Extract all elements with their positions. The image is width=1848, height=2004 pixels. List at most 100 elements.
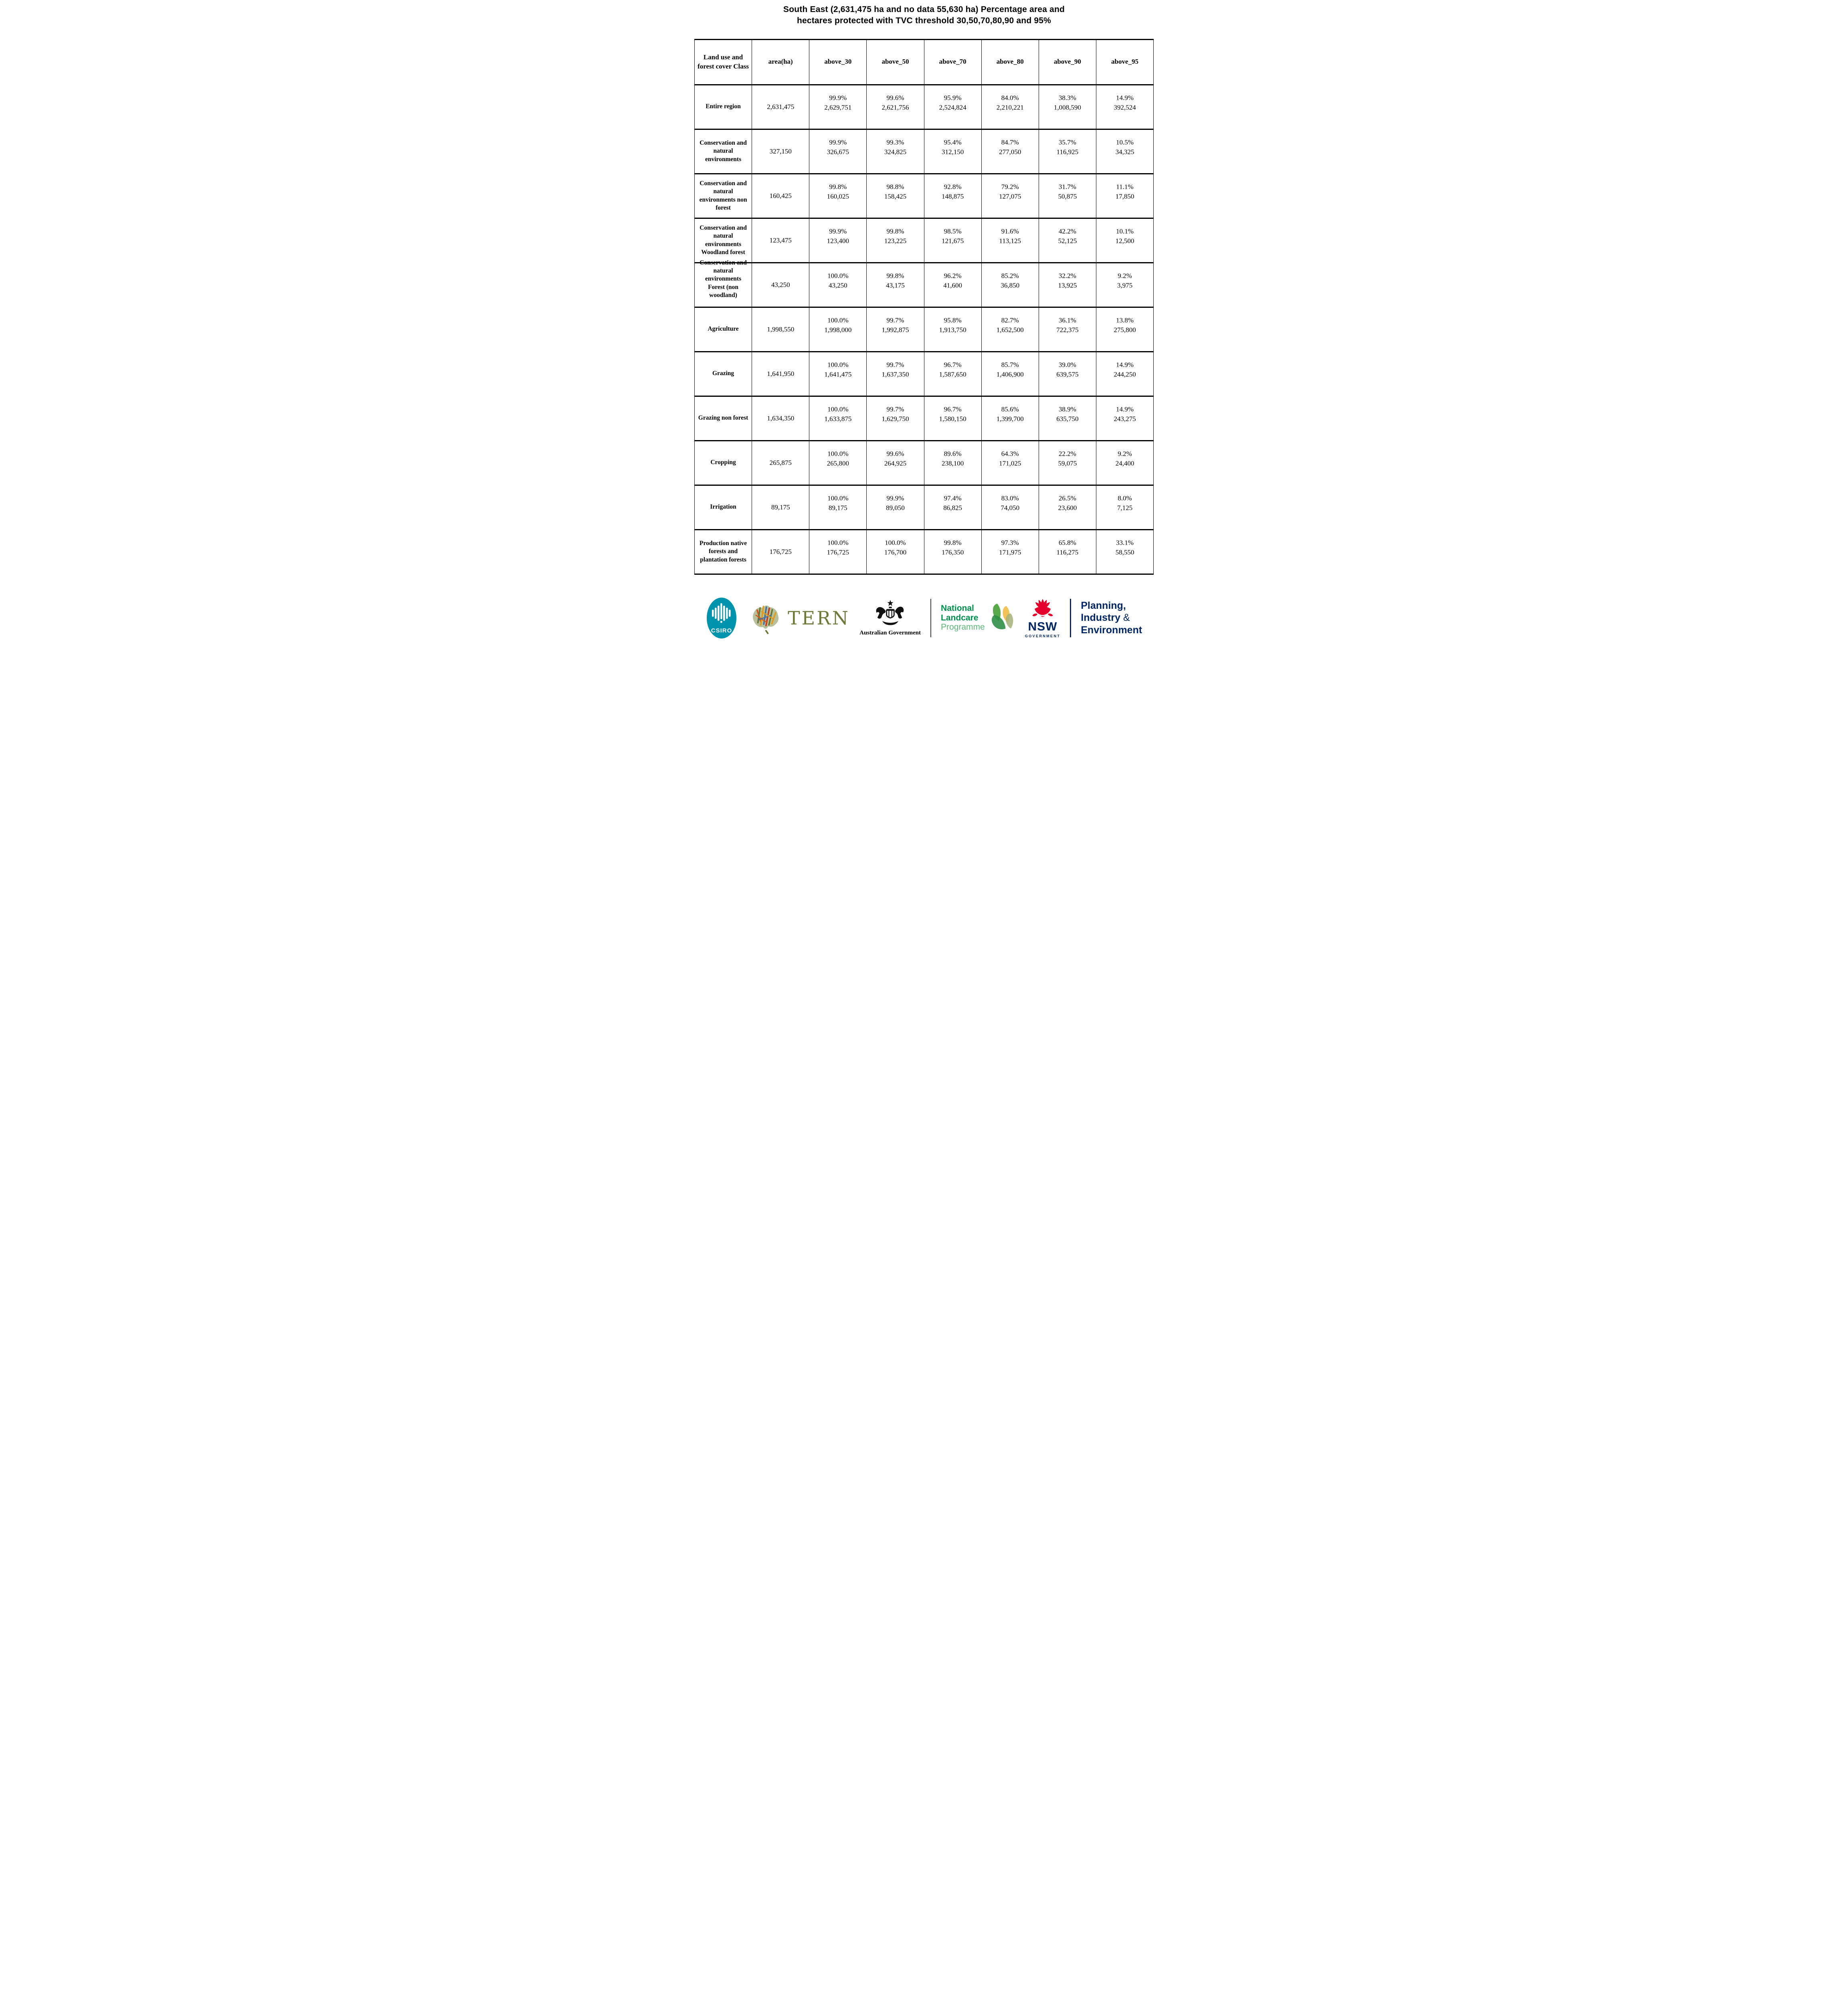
pct-ha-cell: 97.4% 86,825: [924, 484, 982, 530]
planning-line-3: Environment: [1081, 624, 1142, 636]
column-header: above_50: [866, 38, 924, 85]
pct-ha-cell: 96.2% 41,600: [924, 262, 982, 308]
pct-ha-cell: 99.7% 1,637,350: [866, 351, 924, 397]
area-cell: 2,631,475: [752, 84, 810, 130]
pct-ha-cell: 38.9% 635,750: [1038, 395, 1096, 441]
pct-ha-cell: 99.9% 89,050: [866, 484, 924, 530]
pct-ha-cell: 100.0% 176,725: [809, 529, 867, 575]
row-label-cell: Conservation and natural environments no…: [694, 173, 752, 219]
pct-ha-cell: 98.8% 158,425: [866, 173, 924, 219]
pct-ha-cell: 99.9% 2,629,751: [809, 84, 867, 130]
pct-ha-cell: 92.8% 148,875: [924, 173, 982, 219]
nsw-government-logo: NSW GOVERNMENT: [1025, 598, 1061, 638]
row-label-cell: Entire region: [694, 84, 752, 130]
column-header: above_95: [1096, 38, 1154, 85]
pct-ha-cell: 14.9% 243,275: [1096, 395, 1154, 441]
table-row: Conservation and natural environments no…: [694, 173, 1154, 219]
pct-ha-cell: 79.2% 127,075: [981, 173, 1039, 219]
row-label-cell: Grazing: [694, 351, 752, 397]
pct-ha-cell: 100.0% 1,633,875: [809, 395, 867, 441]
row-label-cell: Conservation and natural environments Fo…: [694, 259, 752, 308]
pct-ha-cell: 65.8% 116,275: [1038, 529, 1096, 575]
coat-of-arms-icon: [876, 600, 904, 625]
table-body: Entire region 2,631,475 99.9% 2,629,751 99.6…: [694, 84, 1154, 575]
area-cell: 43,250: [752, 262, 810, 308]
table-row: Production native forests and plantation…: [694, 529, 1154, 575]
australian-government-label: Australian Government: [859, 630, 921, 636]
pct-ha-cell: 99.9% 123,400: [809, 217, 867, 263]
area-cell: 123,475: [752, 217, 810, 263]
table-row: Grazing non forest 1,634,350 100.0% 1,633,8…: [694, 395, 1154, 441]
planning-line-1: Planning,: [1081, 600, 1126, 611]
page-title: South East (2,631,475 ha and no data 55,…: [693, 4, 1155, 27]
pct-ha-cell: 99.7% 1,629,750: [866, 395, 924, 441]
pct-ha-cell: 99.8% 176,350: [924, 529, 982, 575]
divider-line: [930, 598, 932, 637]
row-label-cell: Agriculture: [694, 306, 752, 352]
pct-ha-cell: 83.0% 74,050: [981, 484, 1039, 530]
csiro-logo: CSIRO: [706, 597, 737, 639]
pct-ha-cell: 99.3% 324,825: [866, 128, 924, 174]
csiro-icon: CSIRO: [706, 597, 736, 638]
pct-ha-cell: 95.9% 2,524,824: [924, 84, 982, 130]
column-header: Land use and forest cover Class: [694, 38, 752, 85]
nsw-label: NSW: [1028, 620, 1057, 634]
pct-ha-cell: 8.0% 7,125: [1096, 484, 1154, 530]
pct-ha-cell: 85.6% 1,399,700: [981, 395, 1039, 441]
pct-ha-cell: 10.1% 12,500: [1096, 217, 1154, 263]
area-cell: 1,641,950: [752, 351, 810, 397]
table-row: Entire region 2,631,475 99.9% 2,629,751 99.6…: [694, 84, 1154, 130]
waratah-icon: [1032, 599, 1053, 617]
pct-ha-cell: 95.8% 1,913,750: [924, 306, 982, 352]
pct-ha-cell: 9.2% 3,975: [1096, 262, 1154, 308]
pct-ha-cell: 10.5% 34,325: [1096, 128, 1154, 174]
title-line-2: hectares protected with TVC threshold 30…: [797, 16, 1051, 26]
australian-government-logo: Australian Government: [859, 599, 921, 636]
divider-line-navy: [1070, 598, 1072, 637]
tern-logo: TERN: [747, 600, 850, 636]
planning-industry-environment-logo: Planning, Industry & Environment: [1081, 600, 1142, 636]
pct-ha-cell: 82.7% 1,652,500: [981, 306, 1039, 352]
pct-ha-cell: 91.6% 113,125: [981, 217, 1039, 263]
landcare-line-3: Programme: [941, 622, 985, 632]
table-row: Irrigation 89,175 100.0% 89,175 99.9% 89,050 9…: [694, 484, 1154, 530]
pct-ha-cell: 98.5% 121,675: [924, 217, 982, 263]
pct-ha-cell: 39.0% 639,575: [1038, 351, 1096, 397]
pct-ha-cell: 99.9% 326,675: [809, 128, 867, 174]
pct-ha-cell: 32.2% 13,925: [1038, 262, 1096, 308]
pct-ha-cell: 100.0% 43,250: [809, 262, 867, 308]
row-label-cell: Grazing non forest: [694, 395, 752, 441]
table-header-row: Land use and forest cover Class area(ha) a…: [694, 38, 1154, 85]
area-cell: 1,998,550: [752, 306, 810, 352]
table-row: Conservation and natural environments Fo…: [694, 259, 1154, 308]
pct-ha-cell: 26.5% 23,600: [1038, 484, 1096, 530]
landcare-line-2: Landcare: [941, 613, 979, 622]
nsw-government-label: GOVERNMENT: [1025, 634, 1061, 638]
csiro-label: CSIRO: [711, 627, 732, 634]
pct-ha-cell: 96.7% 1,580,150: [924, 395, 982, 441]
pct-ha-cell: 99.8% 160,025: [809, 173, 867, 219]
pct-ha-cell: 100.0% 1,641,475: [809, 351, 867, 397]
pct-ha-cell: 100.0% 1,998,000: [809, 306, 867, 352]
planning-line-2: Industry &: [1081, 612, 1130, 624]
tern-australia-icon: [753, 605, 779, 634]
table-row: Grazing 1,641,950 100.0% 1,641,475 99.7% 1,63…: [694, 351, 1154, 397]
national-landcare-logo: National Landcare Programme: [941, 604, 985, 632]
pct-ha-cell: 100.0% 176,700: [866, 529, 924, 575]
pct-ha-cell: 100.0% 265,800: [809, 440, 867, 486]
area-cell: 265,875: [752, 440, 810, 486]
pct-ha-cell: 35.7% 116,925: [1038, 128, 1096, 174]
column-header: above_90: [1038, 38, 1096, 85]
landcare-line-1: National: [941, 604, 974, 613]
pct-ha-cell: 96.7% 1,587,650: [924, 351, 982, 397]
column-header: above_70: [924, 38, 982, 85]
table-row: Conservation and natural environments 327…: [694, 128, 1154, 174]
pct-ha-cell: 38.3% 1,008,590: [1038, 84, 1096, 130]
area-cell: 160,425: [752, 173, 810, 219]
pct-ha-cell: 99.8% 43,175: [866, 262, 924, 308]
area-cell: 1,634,350: [752, 395, 810, 441]
column-header: above_30: [809, 38, 867, 85]
row-label-cell: Production native forests and plantation…: [694, 529, 752, 575]
tern-label: TERN: [787, 607, 850, 629]
column-header: above_80: [981, 38, 1039, 85]
